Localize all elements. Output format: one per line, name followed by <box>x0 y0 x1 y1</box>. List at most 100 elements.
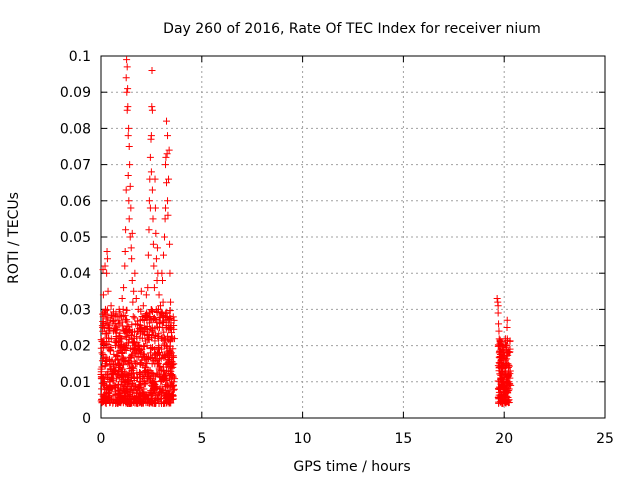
data-point <box>125 124 133 132</box>
data-point <box>101 262 109 270</box>
data-point <box>151 204 159 212</box>
grid-lines <box>101 56 605 418</box>
data-point <box>134 317 142 325</box>
data-point <box>109 377 117 385</box>
data-point <box>138 312 146 320</box>
data-point <box>160 399 168 407</box>
y-tick-label: 0.03 <box>60 302 91 318</box>
data-point <box>110 369 118 377</box>
data-point <box>168 353 176 361</box>
data-point <box>128 276 136 284</box>
data-point <box>141 363 149 371</box>
data-point <box>505 348 513 356</box>
data-point <box>169 363 177 371</box>
y-tick-label: 0.01 <box>60 375 91 391</box>
data-point <box>162 204 170 212</box>
data-point <box>501 364 509 372</box>
data-point <box>134 373 142 381</box>
data-point <box>98 349 106 357</box>
data-point <box>113 351 121 359</box>
data-point <box>505 348 513 356</box>
data-point <box>166 348 174 356</box>
data-point <box>134 341 142 349</box>
data-point <box>120 343 128 351</box>
data-point <box>113 313 121 321</box>
data-point <box>148 382 156 390</box>
data-point <box>98 337 106 345</box>
data-point <box>107 344 115 352</box>
data-point <box>123 339 131 347</box>
y-tick-label: 0.09 <box>60 85 91 101</box>
data-point <box>133 333 141 341</box>
data-point <box>168 334 176 342</box>
data-point <box>118 335 126 343</box>
data-point <box>137 307 145 315</box>
data-point <box>136 334 144 342</box>
data-point <box>153 244 161 252</box>
x-tick-label: 5 <box>197 431 206 447</box>
data-point <box>164 211 172 219</box>
data-point <box>146 399 154 407</box>
data-point <box>126 161 134 169</box>
data-point <box>101 353 109 361</box>
data-point <box>128 334 136 342</box>
data-point <box>129 298 137 306</box>
data-point <box>122 186 130 194</box>
data-point <box>156 302 164 310</box>
data-point <box>102 307 110 315</box>
data-point <box>146 153 154 161</box>
data-point <box>158 276 166 284</box>
data-point <box>123 56 131 64</box>
data-point <box>503 316 511 324</box>
data-point <box>136 360 144 368</box>
data-point <box>129 345 137 353</box>
data-point <box>123 63 131 71</box>
data-point <box>148 324 156 332</box>
data-point <box>140 371 148 379</box>
data-point <box>134 383 142 391</box>
data-point <box>159 298 167 306</box>
data-point <box>148 394 156 402</box>
data-point <box>150 284 158 292</box>
data-point <box>164 197 172 205</box>
data-point <box>165 346 173 354</box>
data-point <box>103 330 111 338</box>
data-point <box>110 362 118 370</box>
data-point <box>147 168 155 176</box>
data-point <box>133 369 141 377</box>
data-point <box>164 132 172 140</box>
data-point <box>107 302 115 310</box>
data-point <box>139 302 147 310</box>
data-point <box>493 295 501 303</box>
data-point <box>105 338 113 346</box>
data-point <box>158 374 166 382</box>
x-axis-label: GPS time / hours <box>293 459 410 475</box>
data-point <box>145 334 153 342</box>
data-point <box>504 389 512 397</box>
data-point <box>158 345 166 353</box>
data-point <box>164 381 172 389</box>
y-tick-label: 0.02 <box>60 339 91 355</box>
data-point <box>103 247 111 255</box>
data-point <box>148 382 156 390</box>
data-point <box>122 306 130 314</box>
data-point <box>148 103 156 111</box>
data-point <box>112 329 120 337</box>
x-tick-label: 20 <box>495 431 513 447</box>
data-point <box>122 370 130 378</box>
data-point <box>121 262 129 270</box>
data-point <box>160 328 168 336</box>
data-point <box>110 308 118 316</box>
data-point <box>140 385 148 393</box>
data-point <box>143 322 151 330</box>
data-point <box>105 386 113 394</box>
data-point <box>104 329 112 337</box>
data-point <box>99 398 107 406</box>
data-point <box>128 350 136 358</box>
data-point <box>120 393 128 401</box>
data-point <box>163 179 171 187</box>
data-point <box>140 394 148 402</box>
data-point <box>123 380 131 388</box>
data-point <box>122 226 130 234</box>
data-point <box>128 229 136 237</box>
